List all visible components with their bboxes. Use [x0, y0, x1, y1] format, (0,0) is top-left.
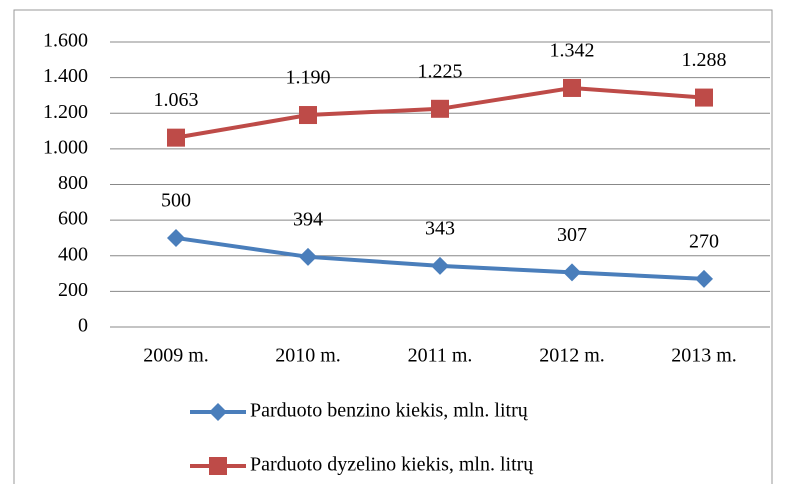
marker: [431, 99, 449, 118]
y-tick-label: 1.000: [43, 136, 88, 158]
y-tick-label: 1.400: [43, 65, 88, 87]
legend-label: Parduoto benzino kiekis, mln. litrų: [250, 400, 529, 422]
y-tick-label: 200: [58, 279, 88, 301]
marker: [209, 403, 227, 421]
x-tick-label: 2011 m.: [408, 345, 473, 367]
y-tick-label: 0: [78, 315, 88, 337]
legend-label: Parduoto dyzelino kiekis, mln. litrų: [250, 454, 534, 476]
data-label: 1.342: [550, 40, 595, 62]
y-tick-label: 400: [58, 243, 88, 265]
y-tick-label: 600: [58, 208, 88, 230]
x-tick-label: 2010 m.: [275, 345, 341, 367]
y-tick-label: 1.200: [43, 101, 88, 123]
marker: [695, 88, 713, 107]
data-label: 1.063: [154, 89, 199, 111]
y-tick-label: 1.600: [43, 30, 88, 52]
marker: [563, 263, 581, 282]
marker: [299, 247, 317, 266]
marker: [209, 457, 227, 475]
x-tick-label: 2012 m.: [539, 345, 605, 367]
x-tick-label: 2013 m.: [671, 345, 737, 367]
data-label: 343: [425, 217, 455, 239]
y-tick-label: 800: [58, 172, 88, 194]
marker: [431, 256, 449, 275]
marker: [563, 78, 581, 97]
data-label: 1.288: [682, 49, 727, 71]
data-label: 1.225: [418, 60, 463, 82]
data-label: 500: [161, 190, 191, 212]
x-tick-label: 2009 m.: [143, 345, 209, 367]
marker: [299, 106, 317, 125]
data-label: 307: [557, 224, 587, 246]
chart-border: [13, 9, 773, 484]
data-label: 270: [689, 231, 719, 253]
data-label: 394: [293, 208, 323, 230]
marker: [167, 128, 185, 147]
marker: [695, 269, 713, 288]
data-label: 1.190: [286, 67, 331, 89]
marker: [167, 228, 185, 247]
